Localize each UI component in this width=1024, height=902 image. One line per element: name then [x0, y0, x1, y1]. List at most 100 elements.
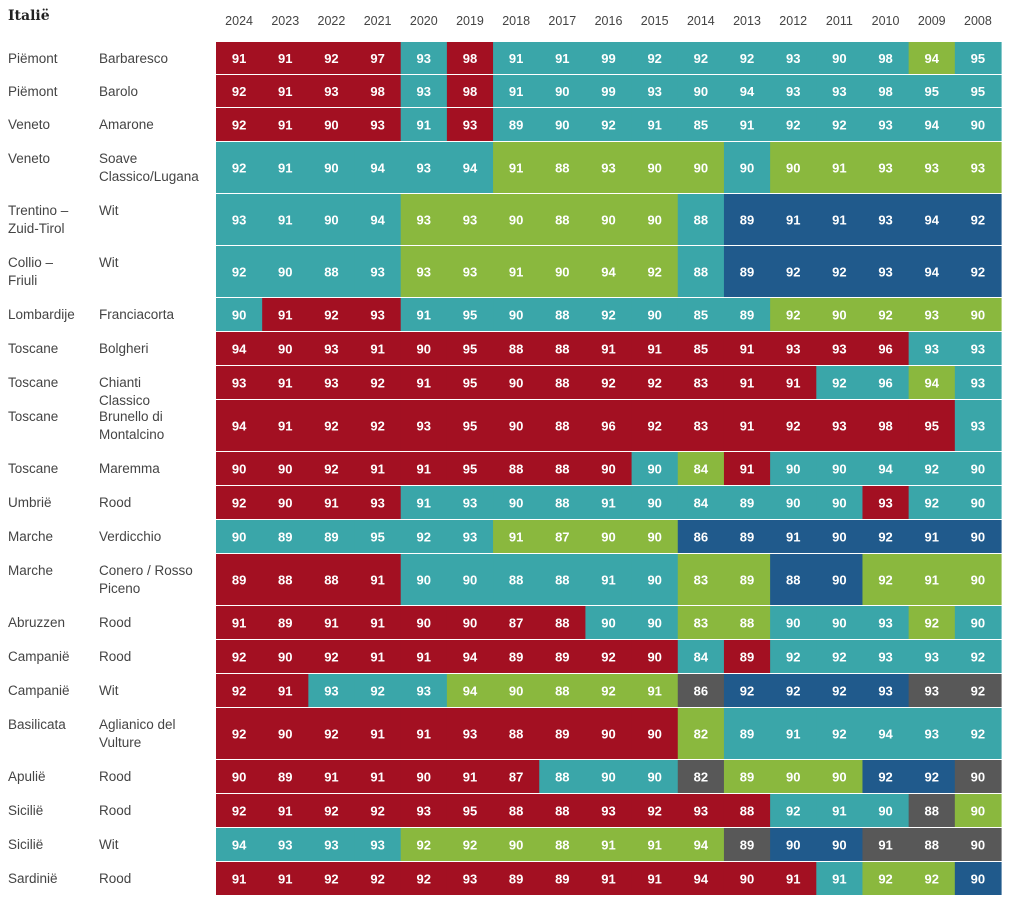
score-cell: [677, 366, 725, 399]
row-region-label: Umbrië: [8, 495, 52, 510]
score-cell: [493, 520, 540, 553]
row-wine-label: Wit: [99, 683, 119, 698]
score-cell: [677, 520, 725, 553]
score-cell: [677, 332, 725, 365]
score-value: 90: [786, 462, 800, 477]
score-value: 89: [740, 530, 754, 545]
score-cell: [446, 452, 494, 485]
score-cell: [400, 606, 448, 639]
score-cell: [354, 674, 402, 707]
score-cell: [816, 246, 864, 297]
score-cell: [539, 75, 587, 107]
score-value: 90: [740, 161, 754, 176]
score-value: 93: [878, 118, 892, 133]
score-cell: [954, 828, 1002, 861]
score-value: 91: [278, 684, 292, 699]
score-value: 90: [232, 308, 246, 323]
score-cell: [262, 246, 309, 297]
score-cell: [723, 606, 771, 639]
score-cell: [862, 108, 910, 141]
score-cell: [816, 400, 864, 451]
score-value: 95: [463, 419, 477, 434]
score-cell: [770, 246, 817, 297]
score-value: 91: [601, 872, 615, 887]
row-wine-label: Brunello di Montalcino: [99, 409, 164, 442]
score-value: 95: [925, 419, 939, 434]
score-cell: [400, 75, 448, 107]
score-value: 85: [694, 308, 708, 323]
score-cell: [216, 366, 263, 399]
score-cell: [723, 794, 771, 827]
score-value: 90: [278, 342, 292, 357]
row-region-label: Basilicata: [8, 717, 66, 732]
score-cell: [585, 862, 633, 895]
score-value: 92: [324, 308, 338, 323]
score-value: 92: [832, 650, 846, 665]
row-region-label: Toscane: [8, 409, 58, 424]
score-value: 83: [694, 616, 708, 631]
score-cell: [216, 142, 263, 193]
score-value: 95: [463, 804, 477, 819]
score-cell: [308, 298, 356, 331]
score-value: 93: [878, 496, 892, 511]
score-cell: [677, 828, 725, 861]
heatmap-row: Sicilië Wit 94 93 93 93 92 92 90 88 91 91 94 89 90 90 91…: [8, 828, 1002, 861]
score-cell: [631, 486, 679, 519]
score-cell: [770, 828, 817, 861]
score-value: 90: [832, 573, 846, 588]
score-cell: [631, 674, 679, 707]
score-value: 93: [463, 872, 477, 887]
score-cell: [216, 332, 263, 365]
year-header-2018: 2018: [502, 14, 530, 28]
score-value: 89: [278, 770, 292, 785]
score-value: 90: [647, 770, 661, 785]
row-region-label: Toscane: [8, 341, 58, 356]
score-value: 92: [232, 161, 246, 176]
score-value: 91: [647, 118, 661, 133]
score-value: 89: [555, 650, 569, 665]
score-cell: [539, 674, 587, 707]
score-cell: [770, 794, 817, 827]
score-cell: [862, 708, 910, 759]
year-header-2010: 2010: [872, 14, 900, 28]
score-value: 95: [370, 530, 384, 545]
score-value: 93: [370, 838, 384, 853]
score-value: 88: [509, 727, 523, 742]
score-cell: [216, 400, 263, 451]
score-cell: [262, 760, 309, 793]
row-wine-label: Barbaresco: [99, 51, 168, 66]
score-cell: [954, 332, 1002, 365]
row-wine-label: Verdicchio: [99, 529, 161, 544]
score-value: 90: [509, 684, 523, 699]
score-value: 90: [832, 496, 846, 511]
score-value: 93: [832, 342, 846, 357]
score-cell: [631, 75, 679, 107]
score-cell: [816, 42, 864, 74]
score-value: 92: [971, 684, 985, 699]
score-value: 92: [925, 770, 939, 785]
score-value: 90: [971, 118, 985, 133]
row-wine-label: Rood: [99, 871, 131, 886]
score-cell: [262, 606, 309, 639]
score-cell: [354, 142, 402, 193]
score-cell: [770, 108, 817, 141]
row-wine-label: Rood: [99, 803, 131, 818]
score-value: 92: [232, 496, 246, 511]
score-value: 90: [832, 51, 846, 66]
score-cell: [816, 332, 864, 365]
score-cell: [539, 794, 587, 827]
score-cell: [954, 298, 1002, 331]
score-cell: [446, 298, 494, 331]
score-value: 90: [786, 496, 800, 511]
score-value: 93: [878, 684, 892, 699]
score-value: 92: [232, 84, 246, 99]
score-value: 88: [925, 804, 939, 819]
score-cell: [354, 640, 402, 673]
score-cell: [308, 246, 356, 297]
score-value: 83: [694, 573, 708, 588]
score-cell: [677, 862, 725, 895]
score-cell: [262, 75, 309, 107]
score-cell: [908, 674, 956, 707]
score-cell: [216, 452, 263, 485]
score-value: 93: [463, 530, 477, 545]
